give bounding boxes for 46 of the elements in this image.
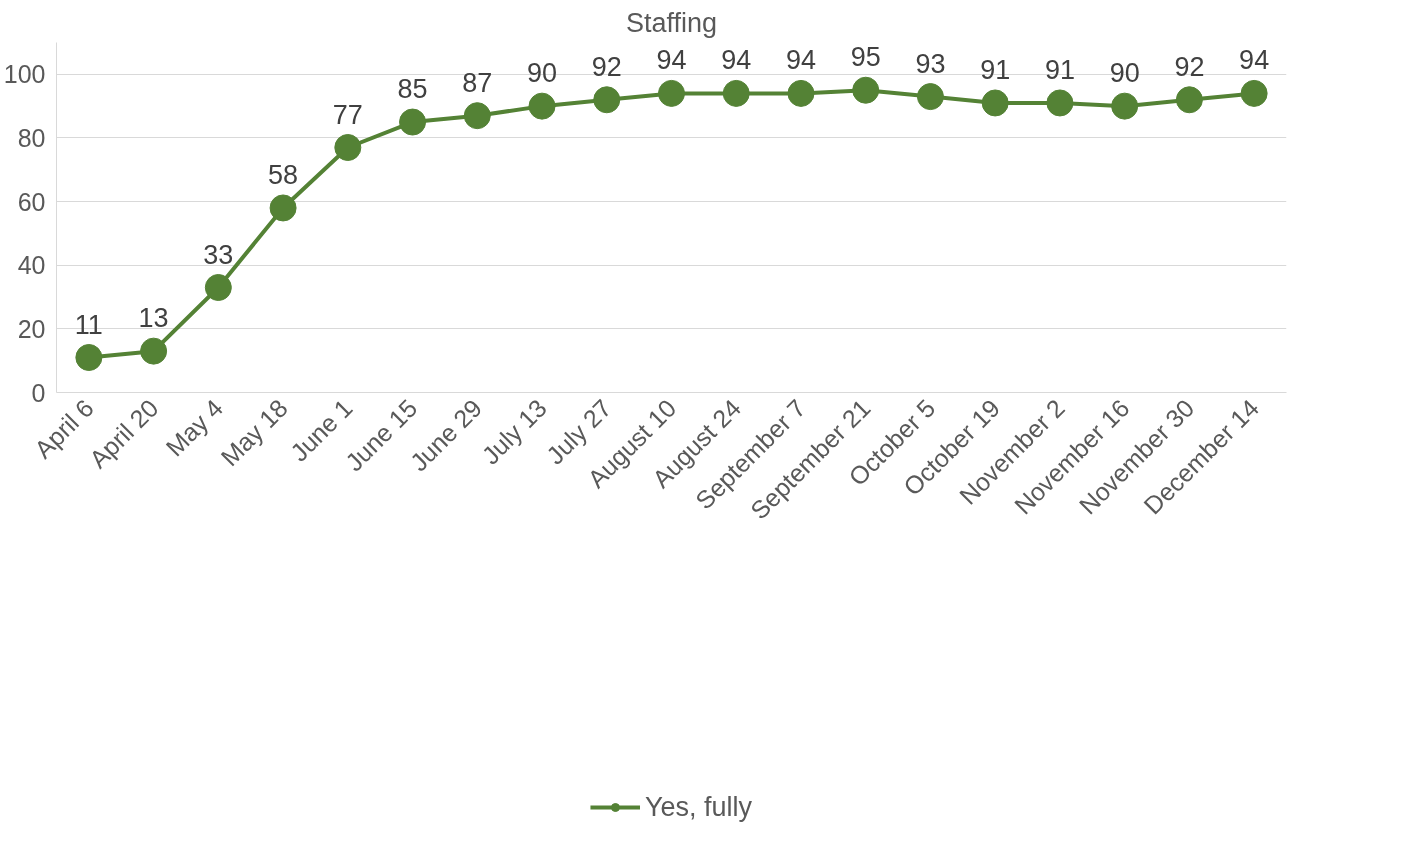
point [852,76,880,104]
data-label: 94 [1239,45,1270,76]
legend-label: Yes, fully [644,791,753,823]
data-label: 90 [1109,58,1140,89]
y-tick-label: 0 [31,378,46,407]
data-label: 94 [721,45,752,76]
point [1046,89,1074,117]
y-tick-label: 20 [17,314,46,343]
point [722,79,750,107]
data-label: 93 [915,48,946,79]
point [981,89,1009,117]
data-label: 77 [332,99,363,130]
point [140,337,168,365]
y-tick-label: 60 [17,187,46,216]
data-label: 87 [462,67,493,98]
point [528,92,556,120]
point [463,102,491,130]
data-label: 58 [268,159,299,190]
point [334,134,362,161]
point [658,79,685,107]
data-label: 13 [138,303,169,334]
data-label: 94 [656,45,687,76]
data-label: 91 [980,54,1011,85]
point [1240,79,1268,107]
y-tick-label: 40 [17,251,46,280]
chart-title: Staffing [625,7,718,38]
point [787,79,815,107]
data-label: 92 [591,51,622,82]
data-label: 94 [785,45,816,76]
y-tick-label: 80 [17,123,46,152]
point [204,274,232,301]
point [1111,92,1139,120]
point [75,344,103,371]
point [916,83,944,111]
data-label: 95 [850,42,881,73]
y-tick-label: 100 [3,60,46,89]
point [269,194,297,222]
point [593,86,621,114]
data-label: 85 [397,74,428,105]
point [1175,86,1203,114]
point [399,108,427,136]
data-label: 11 [74,309,103,340]
data-label: 33 [203,239,234,270]
data-label: 91 [1044,54,1075,85]
data-label: 90 [527,58,558,89]
data-label: 92 [1174,51,1205,82]
